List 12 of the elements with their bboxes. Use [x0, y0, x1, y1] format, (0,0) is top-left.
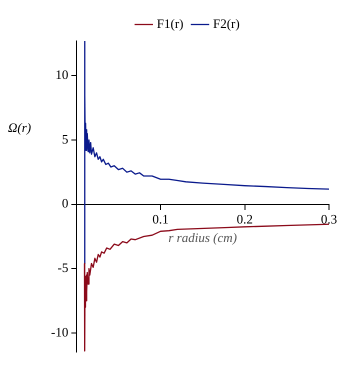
legend-label: F1(r)	[156, 16, 184, 31]
legend-label: F2(r)	[213, 16, 240, 31]
y-tick-label: 5	[62, 131, 68, 146]
y-axis-title: Ω(r)	[8, 120, 32, 136]
x-axis-title: r radius (cm)	[168, 230, 237, 246]
y-tick-label: -10	[50, 324, 68, 340]
y-tick-label: 0	[62, 196, 68, 211]
x-tick-label: 0.3	[320, 212, 338, 227]
y-tick-label: 10	[55, 67, 68, 82]
y-tick-label: -5	[57, 260, 68, 276]
x-tick-label: 0.2	[236, 212, 253, 227]
x-tick-label: 0.1	[152, 212, 169, 227]
